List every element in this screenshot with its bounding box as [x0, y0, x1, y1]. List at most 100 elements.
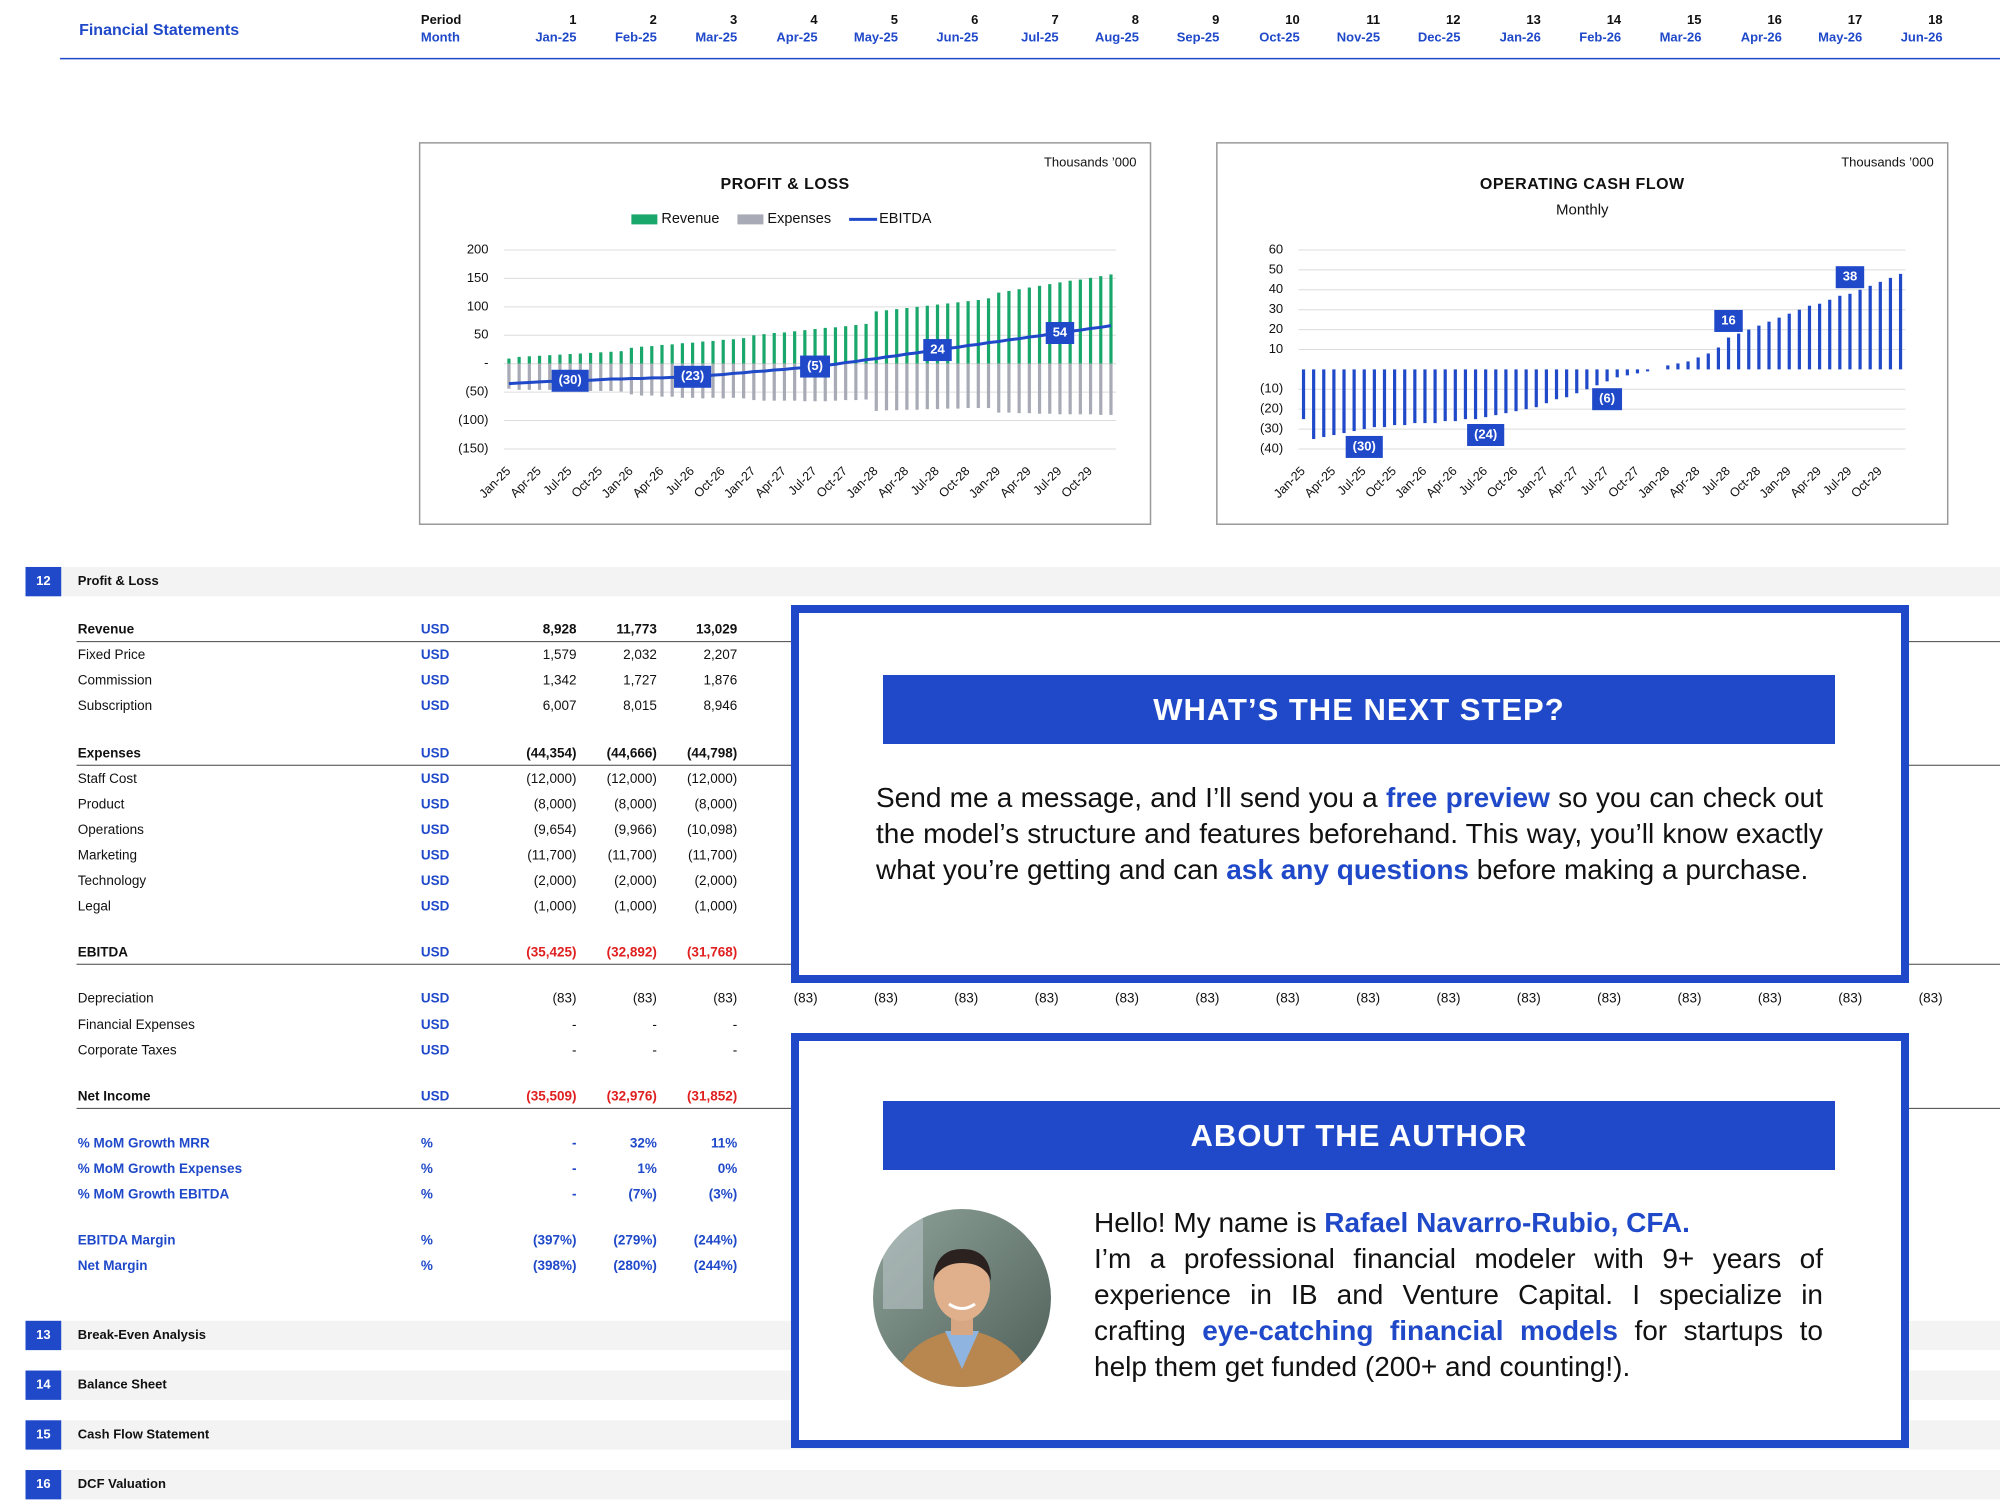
- bar: [1777, 317, 1781, 370]
- bar: [1352, 369, 1356, 432]
- row-label: Corporate Taxes: [78, 1043, 177, 1058]
- bar: [578, 353, 582, 364]
- bar: [905, 307, 909, 364]
- bar: [1807, 305, 1812, 370]
- bar: [599, 363, 603, 391]
- cell-value: (11,700): [688, 847, 737, 862]
- section-band: [61, 566, 2000, 597]
- cell-value: 11%: [711, 1136, 737, 1151]
- section-number: 12: [36, 573, 50, 588]
- bar: [844, 326, 848, 364]
- period-month: Sep-25: [1177, 30, 1220, 45]
- body-text: so you can check out the model’s structu…: [876, 782, 1824, 885]
- row-label: Marketing: [78, 847, 137, 862]
- highlight-text: Rafael Navarro-Rubio, CFA.: [1324, 1207, 1690, 1238]
- body-text: Send me a message, and I’ll send you a: [876, 782, 1386, 813]
- cell-value: (83): [954, 990, 978, 1005]
- period-month: Jan-26: [1500, 30, 1541, 45]
- value-label: (30): [1353, 438, 1376, 453]
- row-unit: USD: [421, 898, 450, 913]
- bar: [670, 344, 674, 364]
- bar: [915, 306, 919, 364]
- bar: [1443, 369, 1447, 422]
- bar: [752, 335, 756, 364]
- value-label-bg: [800, 355, 830, 378]
- period-number: 1: [569, 12, 576, 27]
- bar: [1858, 289, 1862, 370]
- row-label: Staff Cost: [78, 771, 137, 786]
- bar: [1838, 295, 1842, 370]
- cell-value: (83): [1838, 990, 1862, 1005]
- bar: [558, 354, 562, 364]
- bar: [1017, 363, 1021, 414]
- section-number: 15: [36, 1426, 50, 1441]
- bar: [1848, 293, 1852, 370]
- bar: [588, 352, 593, 364]
- bar: [1007, 290, 1011, 364]
- bar: [884, 363, 889, 411]
- section-title: Cash Flow Statement: [78, 1426, 210, 1441]
- value-label-bg: [674, 365, 712, 388]
- period-label: Period: [421, 12, 462, 27]
- bar: [1686, 361, 1690, 370]
- bar: [884, 310, 889, 364]
- bar: [997, 292, 1001, 364]
- cell-value: (8,000): [534, 796, 577, 811]
- cell-value: (83): [1356, 990, 1380, 1005]
- section-title: Balance Sheet: [78, 1377, 168, 1392]
- cell-value: 8,946: [703, 698, 737, 713]
- value-label-bg: [1345, 435, 1383, 458]
- bar: [833, 363, 838, 401]
- bar: [1017, 289, 1021, 364]
- bar: [599, 352, 603, 364]
- period-number: 11: [1366, 12, 1380, 27]
- bar: [1007, 363, 1011, 413]
- cell-value: 2,032: [623, 647, 657, 662]
- bar: [568, 354, 572, 364]
- bar: [701, 341, 705, 364]
- bar: [1554, 369, 1559, 400]
- row-label: Depreciation: [78, 990, 154, 1005]
- bar: [1625, 369, 1629, 376]
- bar: [813, 329, 817, 364]
- legend-swatch: [737, 214, 764, 225]
- period-month: Oct-25: [1259, 30, 1299, 45]
- bar: [507, 363, 511, 389]
- period-month: Apr-26: [1741, 30, 1782, 45]
- bar: [1514, 369, 1518, 412]
- row-label: Legal: [78, 898, 111, 913]
- y-tick-label: 10: [1269, 341, 1283, 356]
- bar: [946, 303, 950, 364]
- row-unit: USD: [421, 622, 450, 637]
- cell-value: -: [572, 1187, 577, 1202]
- cell-value: (83): [1276, 990, 1300, 1005]
- value-label: (6): [1599, 391, 1615, 406]
- row-label: Fixed Price: [78, 647, 146, 662]
- cell-value: (12,000): [607, 771, 657, 786]
- bar: [854, 363, 858, 401]
- bar: [1342, 369, 1346, 434]
- cell-value: (83): [1758, 990, 1782, 1005]
- cell-value: -: [572, 1017, 577, 1032]
- bar: [782, 363, 787, 401]
- y-tick-label: 20: [1269, 321, 1283, 336]
- bar: [956, 302, 960, 364]
- row-label: Commission: [78, 673, 152, 688]
- bar: [1818, 303, 1822, 370]
- y-tick-label: (20): [1260, 401, 1283, 416]
- row-label: Net Margin: [78, 1258, 148, 1273]
- bar: [1898, 273, 1903, 370]
- period-month: May-25: [854, 30, 898, 45]
- cell-value: 1,727: [623, 673, 657, 688]
- period-month: Feb-25: [615, 30, 657, 45]
- cell-value: (83): [1115, 990, 1139, 1005]
- bar: [1109, 363, 1113, 415]
- cell-value: -: [733, 1043, 738, 1058]
- bar: [1099, 276, 1103, 364]
- bar: [1757, 325, 1761, 370]
- bar: [1575, 369, 1579, 394]
- bar: [793, 363, 797, 401]
- bar: [895, 363, 899, 411]
- value-label: (24): [1474, 426, 1497, 441]
- bar: [803, 330, 807, 364]
